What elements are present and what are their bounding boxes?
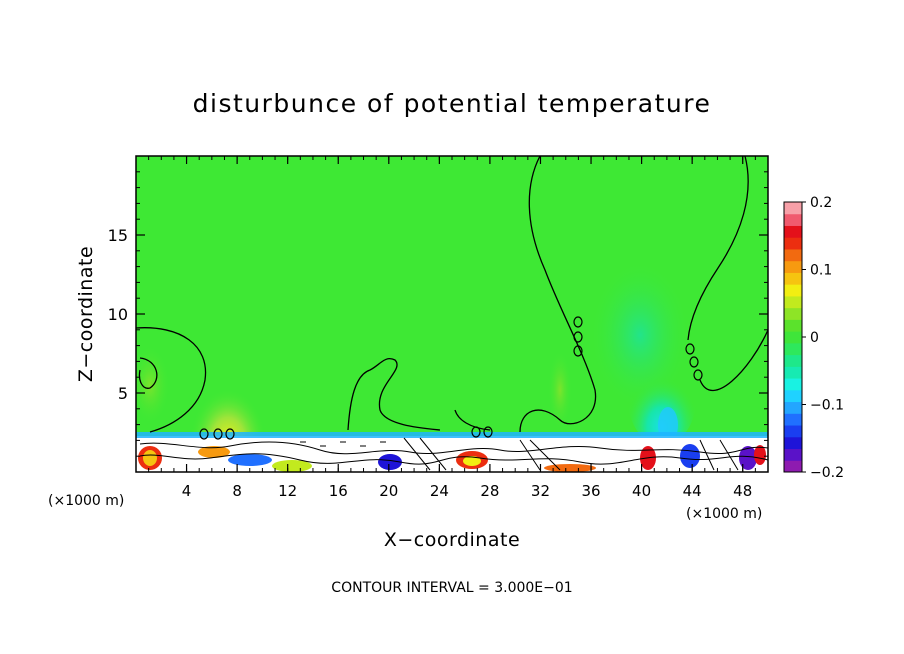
band-patch: [228, 454, 272, 466]
band-contours: [139, 437, 768, 471]
band-patch: [272, 460, 312, 472]
colorbar-swatch: [784, 295, 802, 309]
colorbar-swatch: [784, 342, 802, 356]
band-patch: [378, 454, 402, 470]
colorbar-swatch: [784, 213, 802, 226]
colorbar-tick-label: −0.2: [810, 465, 844, 481]
colorbar-swatch: [784, 260, 802, 273]
colorbar-swatch: [784, 248, 802, 262]
colorbar-tick-label: 0: [810, 330, 819, 346]
band-patch: [680, 444, 700, 468]
x-tick-label: 36: [581, 482, 600, 500]
colorbar-swatch: [784, 272, 802, 285]
band-patch: [544, 464, 596, 472]
band-patch: [754, 445, 766, 465]
colorbar-swatch: [784, 401, 802, 414]
colorbar-swatch: [784, 413, 802, 426]
plot-area: [136, 156, 768, 472]
x-unit-right: (×1000 m): [686, 506, 762, 522]
x-axis: 4 8 12 16 20 24 28 32 36 40 44 48: [148, 156, 756, 500]
x-tick-label: 16: [329, 482, 348, 500]
x-axis-label: X−coordinate: [384, 529, 520, 551]
colorbar-swatch: [784, 202, 802, 215]
colorbar-swatch: [784, 237, 802, 250]
y-tick-label: 10: [108, 305, 128, 324]
chart-title: disturbunce of potential temperature: [193, 89, 712, 118]
x-tick-label: 40: [632, 482, 651, 500]
y-tick-label: 15: [108, 226, 128, 245]
colorbar-swatch: [784, 436, 802, 450]
x-tick-label: 32: [531, 482, 550, 500]
y-tick-label: 5: [118, 384, 128, 403]
x-tick-label: 28: [480, 482, 499, 500]
band-patch: [143, 450, 157, 466]
colorbar-tick-label: −0.1: [810, 398, 844, 414]
band-patch: [198, 446, 230, 458]
colorbar-swatch: [784, 225, 802, 238]
x-unit-left: (×1000 m): [48, 493, 124, 509]
small-contours: [199, 316, 703, 440]
colorbar-swatch: [784, 425, 802, 438]
y-axis-label: Z−coordinate: [75, 246, 97, 382]
low-level-band-edge: [136, 432, 768, 438]
colorbar-swatch: [784, 448, 802, 461]
colorbar-swatch: [784, 460, 802, 473]
colorbar-labels: 0.2 0.1 0 −0.1 −0.2: [802, 195, 844, 481]
colorbar-swatch: [784, 307, 802, 320]
colorbar-swatch: [784, 354, 802, 367]
field-cyan-blob: [628, 355, 696, 445]
field-lime-blob-2: [548, 350, 572, 430]
colorbar-tick-label: 0.1: [810, 263, 832, 279]
x-tick-label: 12: [278, 482, 297, 500]
colorbar-swatch: [784, 378, 802, 391]
colorbar-swatch: [784, 331, 802, 344]
colorbar-swatch: [784, 284, 802, 297]
colorbar-swatch: [784, 319, 802, 332]
x-tick-label: 4: [182, 482, 192, 500]
low-level-band: [136, 436, 768, 472]
x-tick-label: 20: [379, 482, 398, 500]
band-patch: [463, 456, 481, 466]
colorbar-swatch: [784, 389, 802, 403]
x-tick-label: 8: [232, 482, 242, 500]
x-tick-label: 48: [733, 482, 752, 500]
colorbar-tick-label: 0.2: [810, 195, 832, 211]
band-patch: [739, 446, 757, 470]
x-tick-label: 24: [430, 482, 449, 500]
contour-interval-note: CONTOUR INTERVAL = 3.000E−01: [331, 580, 572, 596]
colorbar: [784, 202, 802, 473]
y-axis: 5 10 15: [108, 171, 768, 457]
zero-contours: [136, 156, 768, 433]
colorbar-swatch: [784, 366, 802, 379]
x-tick-label: 44: [683, 482, 702, 500]
